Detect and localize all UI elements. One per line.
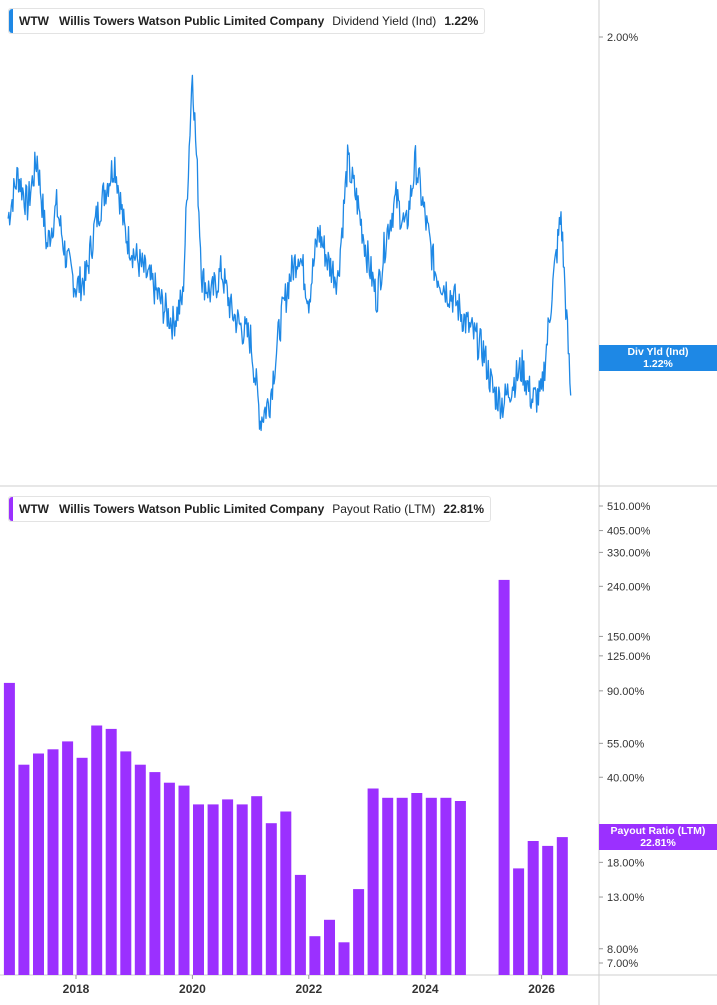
payout-ratio-bar	[76, 757, 88, 975]
bottom-y-tick-label: 40.00%	[607, 772, 645, 784]
payout-ratio-bar	[18, 764, 30, 975]
payout-ratio-bar	[222, 799, 234, 975]
top-legend[interactable]: WTW Willis Towers Watson Public Limited …	[8, 8, 486, 34]
payout-ratio-bar	[353, 889, 365, 975]
bottom-y-tick-label: 18.00%	[607, 857, 645, 869]
payout-ratio-bar	[236, 804, 248, 975]
payout-ratio-bar	[33, 753, 44, 975]
payout-ratio-bar	[411, 793, 423, 975]
marks-layer	[3, 74, 572, 975]
payout-ratio-bar	[120, 751, 132, 975]
bottom-legend-company: Willis Towers Watson Public Limited Comp…	[58, 502, 325, 516]
payout-ratio-bar	[440, 797, 452, 975]
div-yld-tag-label: Div Yld (Ind)	[627, 346, 689, 358]
top-legend-swatch	[9, 9, 13, 33]
bottom-y-tick-label: 510.00%	[607, 501, 651, 513]
payout-ratio-bar	[91, 725, 103, 975]
x-tick-label: 2024	[412, 982, 439, 996]
payout-ratio-tag-value: 22.81%	[640, 837, 676, 849]
payout-ratio-bar	[454, 801, 466, 975]
dividend-yield-line	[7, 74, 572, 432]
bottom-y-tick-label: 330.00%	[607, 547, 651, 559]
payout-ratio-bar	[542, 845, 554, 975]
payout-ratio-bar	[396, 797, 408, 975]
div-yld-value-tag: Div Yld (Ind) 1.22%	[599, 345, 717, 371]
payout-ratio-bar	[324, 919, 335, 975]
payout-ratio-bar	[280, 811, 292, 975]
payout-ratio-tag-label: Payout Ratio (LTM)	[610, 825, 706, 837]
bottom-legend-swatch	[9, 497, 13, 521]
payout-ratio-bar	[265, 823, 277, 975]
top-legend-company: Willis Towers Watson Public Limited Comp…	[58, 14, 325, 28]
payout-ratio-bar	[134, 764, 146, 975]
bottom-y-tick-label: 150.00%	[607, 631, 651, 643]
bottom-y-tick-label: 7.00%	[607, 958, 638, 970]
top-y-tick-label: 2.00%	[607, 32, 638, 44]
payout-ratio-bar	[47, 749, 59, 975]
payout-ratio-bar	[309, 936, 321, 975]
bottom-y-tick-label: 13.00%	[607, 892, 645, 904]
payout-ratio-bar	[251, 796, 263, 975]
bottom-legend-ticker: WTW	[19, 502, 49, 516]
x-tick-label: 2018	[63, 982, 90, 996]
bottom-y-tick-label: 55.00%	[607, 738, 645, 750]
bottom-legend-metric: Payout Ratio (LTM)	[332, 502, 436, 516]
bottom-y-tick-label: 125.00%	[607, 651, 651, 663]
payout-ratio-bar	[3, 682, 15, 975]
bottom-legend[interactable]: WTW Willis Towers Watson Public Limited …	[8, 496, 492, 522]
payout-ratio-bar	[367, 788, 379, 975]
payout-ratio-bar	[382, 797, 394, 975]
bottom-y-tick-label: 405.00%	[607, 526, 651, 538]
payout-ratio-bar	[178, 785, 190, 975]
top-legend-metric: Dividend Yield (Ind)	[332, 14, 437, 28]
payout-ratio-bar	[338, 942, 350, 975]
payout-ratio-bar	[62, 741, 74, 975]
payout-ratio-value-tag: Payout Ratio (LTM) 22.81%	[599, 824, 717, 850]
payout-ratio-bar	[513, 868, 525, 975]
payout-ratio-bar	[207, 804, 219, 975]
payout-ratio-bar	[105, 728, 117, 975]
div-yld-tag-value: 1.22%	[643, 358, 673, 370]
payout-ratio-bar	[556, 837, 568, 975]
bottom-y-tick-label: 90.00%	[607, 686, 645, 698]
bottom-legend-value: 22.81%	[443, 502, 485, 516]
payout-ratio-bar	[149, 772, 161, 975]
x-tick-label: 2022	[295, 982, 322, 996]
payout-ratio-bar	[425, 797, 437, 975]
top-legend-value: 1.22%	[444, 14, 479, 28]
payout-ratio-bar	[163, 782, 175, 975]
x-tick-label: 2026	[528, 982, 555, 996]
payout-ratio-bar	[193, 804, 204, 975]
payout-ratio-bar	[498, 579, 510, 975]
bottom-y-tick-label: 240.00%	[607, 581, 651, 593]
x-tick-label: 2020	[179, 982, 206, 996]
payout-ratio-bar	[527, 841, 539, 975]
bottom-y-tick-label: 8.00%	[607, 944, 638, 956]
top-legend-ticker: WTW	[19, 14, 49, 28]
payout-ratio-bar	[294, 874, 306, 975]
